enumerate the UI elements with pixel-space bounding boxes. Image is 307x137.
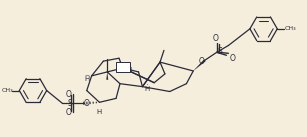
Text: Ḣ: Ḣ [145, 85, 150, 92]
Text: O: O [65, 108, 71, 117]
Text: CH₃: CH₃ [284, 26, 296, 31]
Polygon shape [193, 59, 206, 71]
Text: H: H [126, 67, 131, 73]
Text: O: O [65, 90, 71, 99]
Text: S: S [217, 47, 222, 56]
Text: CH₃: CH₃ [2, 88, 14, 93]
Text: S: S [68, 99, 72, 108]
Text: O: O [198, 57, 204, 66]
Polygon shape [106, 72, 108, 80]
Text: O: O [84, 99, 90, 108]
Text: H: H [97, 109, 102, 115]
Text: H̅: H̅ [84, 76, 89, 82]
Text: O: O [229, 54, 235, 63]
FancyBboxPatch shape [115, 62, 130, 72]
Text: Abs: Abs [118, 65, 128, 70]
Text: O: O [213, 34, 219, 43]
